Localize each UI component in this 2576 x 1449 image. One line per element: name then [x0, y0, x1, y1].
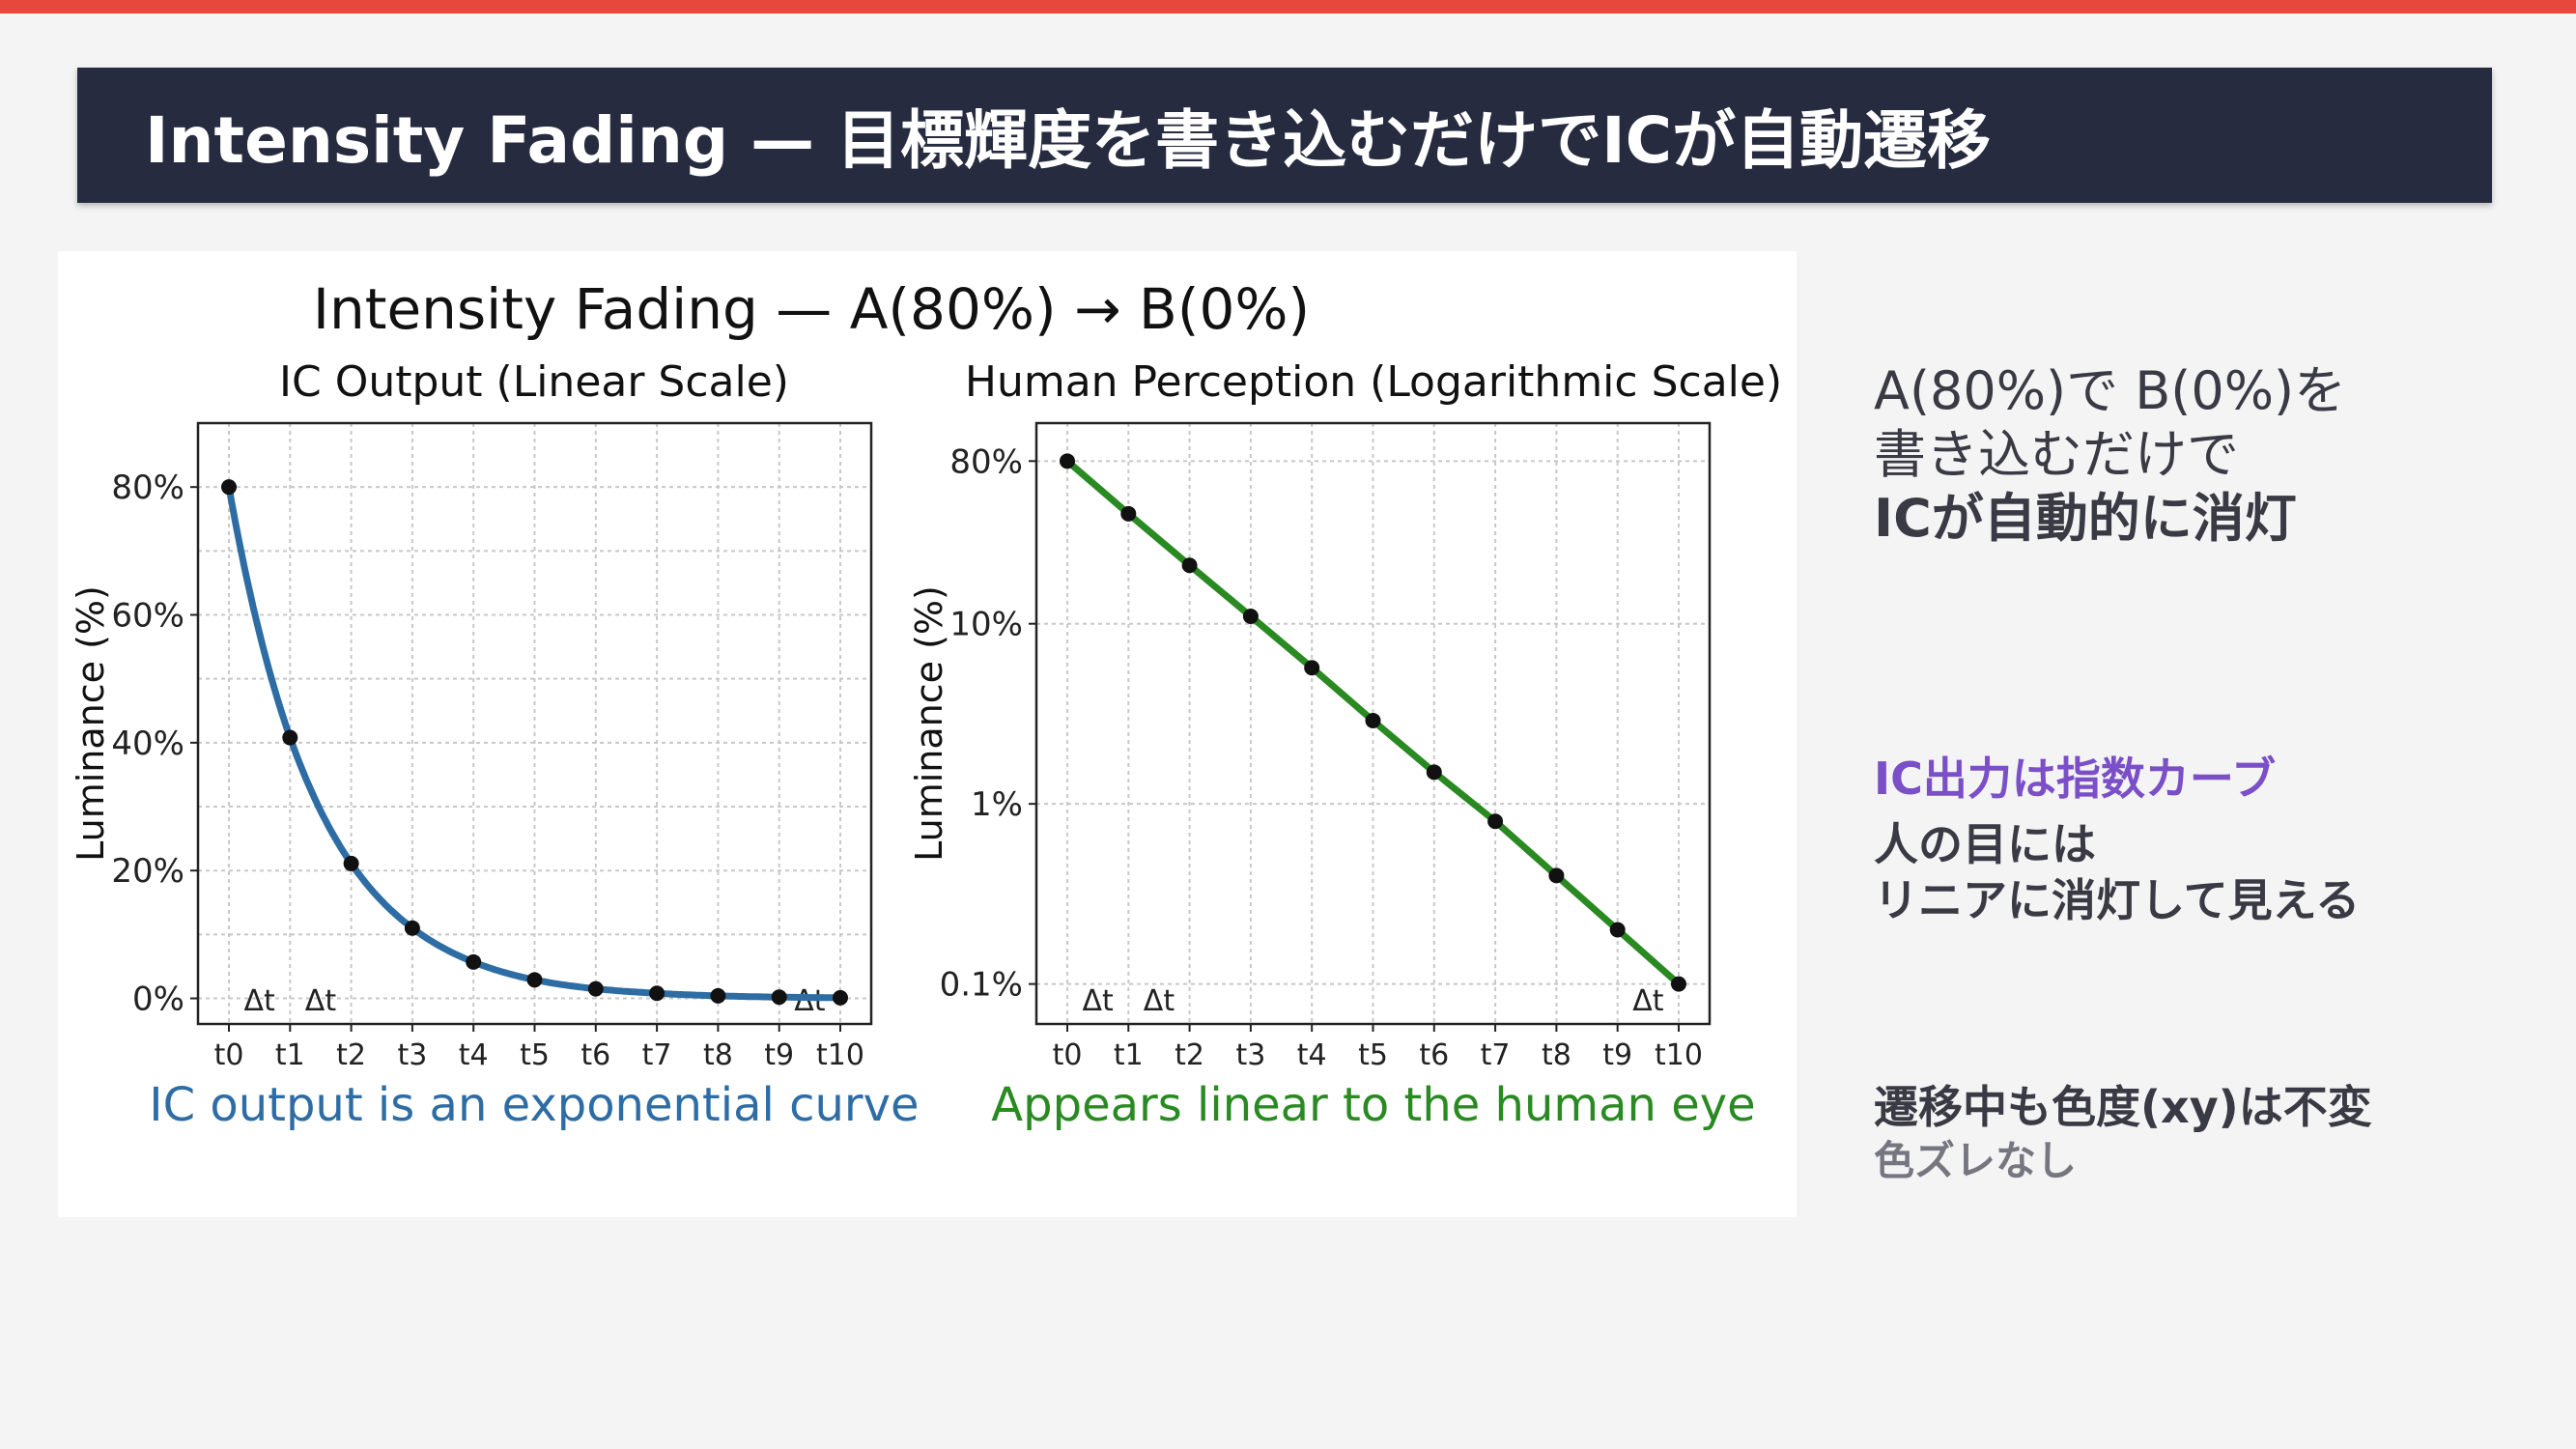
subplot-1-ytick-label: 40% [111, 724, 184, 763]
subplot-1-xtick-label: t6 [580, 1038, 610, 1072]
subplot-1-data-point [466, 953, 482, 970]
subplot-2-delta-marker: Δt [1144, 984, 1175, 1018]
subplot-1-delta-marker: Δt [794, 984, 826, 1018]
subplot-2-xtick-label: t9 [1602, 1038, 1632, 1072]
subplot-1-ytick-label: 20% [111, 852, 184, 891]
subplot-2-xtick-label: t10 [1655, 1038, 1703, 1072]
subplot-1-delta-marker: Δt [305, 984, 337, 1018]
subplot-1-xtick-label: t8 [703, 1038, 733, 1072]
top-accent-bar [0, 0, 2576, 14]
subplot-1-data-point [343, 855, 359, 871]
subplot-1-ytick-label: 80% [111, 469, 184, 507]
intensity-fading-chart: Intensity Fading — A(80%) → B(0%) IC Outp… [70, 276, 1782, 1132]
subplot-2-data-point [1181, 557, 1198, 574]
subplot-1-xtick-label: t1 [275, 1038, 305, 1072]
subplot-2-xtick-label: t2 [1175, 1038, 1204, 1072]
summary-line-1: A(80%)で B(0%)を [1874, 360, 2347, 421]
subplot-1-data-point [649, 985, 665, 1002]
subplot-2-data-point [1060, 453, 1075, 469]
summary-line-2: 書き込むだけで [1874, 424, 2239, 485]
subplot-1-data-point [404, 920, 420, 936]
subplot-2-data-point [1671, 976, 1686, 992]
subplot-2-caption: Appears linear to the human eye [991, 1078, 1755, 1132]
subplot-2-xtick-label: t4 [1297, 1038, 1327, 1072]
subplot-1-caption: IC output is an exponential curve [149, 1078, 919, 1132]
exponential-heading: IC出力は指数カーブ [1874, 753, 2277, 805]
chromaticity-note: 色ズレなし [1874, 1137, 2078, 1184]
subplot-1-xtick-label: t4 [459, 1038, 489, 1072]
subplot-1-ytick-label: 60% [111, 597, 184, 636]
subplot-1-xtick-label: t5 [520, 1038, 550, 1072]
chromaticity-heading: 遷移中も色度(xy)は不変 [1874, 1081, 2372, 1133]
subplot-2-data-point [1548, 867, 1565, 884]
subplot-2-data-point [1242, 608, 1259, 624]
subplot-2-xtick-label: t1 [1114, 1038, 1144, 1072]
subplot-2-title: Human Perception (Logarithmic Scale) [965, 357, 1782, 407]
subplot-1-data-point [833, 989, 848, 1006]
subplot-1-delta-marker: Δt [244, 984, 276, 1018]
subplot-2-data-point [1487, 813, 1504, 830]
chart-panel: Intensity Fading — A(80%) → B(0%) IC Outp… [58, 251, 1797, 1217]
subplot-2-delta-marker: Δt [1083, 984, 1115, 1018]
subplot-2-xtick-label: t8 [1542, 1038, 1571, 1072]
subplot-1-data-point [771, 989, 787, 1006]
page-title: Intensity Fading — 目標輝度を書き込むだけでICが自動遷移 [145, 103, 1992, 178]
subplot-2-xtick-label: t7 [1481, 1038, 1511, 1072]
subplot-1-title: IC Output (Linear Scale) [279, 357, 789, 407]
subplot-2-ytick-label: 1% [971, 785, 1023, 824]
summary-block: A(80%)で B(0%)を 書き込むだけで ICが自動的に消灯 [1874, 359, 2346, 551]
subplot-2-xtick-label: t5 [1358, 1038, 1388, 1072]
subplot-1-data-point [526, 972, 543, 988]
subplot-1-xtick-label: t3 [397, 1038, 427, 1072]
perception-line-2: リニアに消灯して見える [1874, 874, 2361, 926]
subplot-1-data-point [221, 479, 237, 496]
perception-line-1: 人の目には [1874, 818, 2096, 870]
subplot-2-xtick-label: t3 [1235, 1038, 1265, 1072]
summary-line-3: ICが自動的に消灯 [1874, 488, 2297, 549]
subplot-2-ytick-label: 10% [949, 606, 1023, 644]
subplot-1-data-point [710, 987, 726, 1004]
subplot-2-ytick-label: 80% [949, 442, 1023, 481]
subplot-1-ylabel: Luminance (%) [70, 585, 112, 862]
chart-suptitle: Intensity Fading — A(80%) → B(0%) [313, 276, 1310, 342]
subplot-2-ylabel: Luminance (%) [908, 585, 950, 862]
subplot-2-data-point [1120, 505, 1137, 522]
subplot-2-data-point [1426, 764, 1442, 781]
subplot-1-ytick-label: 0% [132, 980, 184, 1019]
subplot-2-xtick-label: t0 [1053, 1038, 1083, 1072]
subplot-1-xtick-label: t2 [336, 1038, 366, 1072]
subplot-2-data-point [1304, 660, 1320, 676]
subplot-2-data-point [1365, 712, 1381, 728]
subplot-1-data-point [587, 980, 604, 997]
subplot-1-data-point [282, 729, 298, 746]
subplot-2-xtick-label: t6 [1419, 1038, 1449, 1072]
perception-block: 人の目には リニアに消灯して見える [1874, 816, 2360, 928]
subplot-1-xtick-label: t7 [642, 1038, 672, 1072]
subplot-1-xtick-label: t10 [816, 1038, 864, 1072]
subplot-1-xtick-label: t9 [764, 1038, 794, 1072]
subplot-2-delta-marker: Δt [1632, 984, 1664, 1018]
subplot-2-data-point [1609, 922, 1626, 938]
subplot-1-xtick-label: t0 [214, 1038, 244, 1072]
subplot-2-ytick-label: 0.1% [940, 966, 1023, 1005]
title-bar: Intensity Fading — 目標輝度を書き込むだけでICが自動遷移 [77, 68, 2492, 203]
